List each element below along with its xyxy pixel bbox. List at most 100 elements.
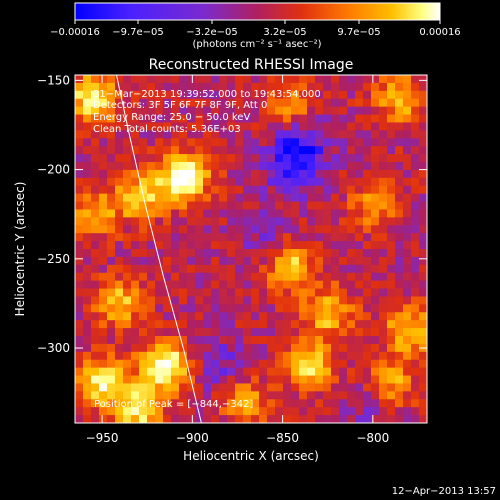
heatmap-cell [99,288,108,298]
heatmap-cell [403,375,412,385]
heatmap-cell [299,288,308,298]
heatmap-cell [355,201,364,211]
heatmap-cell [275,122,284,131]
heatmap-cell [131,114,140,124]
heatmap-cell [171,288,180,298]
heatmap-cell [187,312,196,321]
heatmap-cell [115,367,124,377]
heatmap-cell [147,169,156,179]
heatmap-cell [331,98,340,108]
heatmap-cell [339,280,348,290]
heatmap-cell [91,138,100,147]
heatmap-cell [379,320,388,329]
heatmap-cell [299,312,308,321]
heatmap-cell [211,106,220,116]
heatmap-cell [315,201,324,211]
heatmap-cell [363,106,372,116]
heatmap-cell [163,304,172,313]
heatmap-cell [139,146,148,155]
heatmap-cell [299,130,308,139]
heatmap-cell [275,154,284,163]
heatmap-cell [219,169,228,179]
heatmap-cell [107,328,116,337]
heatmap-cell [139,162,148,171]
heatmap-cell [379,280,388,290]
heatmap-cell [227,209,236,218]
heatmap-cell [267,241,276,250]
heatmap-cell [339,217,348,226]
heatmap-cell [251,391,260,400]
heatmap-cell [203,106,212,116]
heatmap-cell [283,359,292,369]
heatmap-cell [299,75,308,84]
heatmap-cell [355,336,364,345]
heatmap-cell [291,90,300,100]
heatmap-cell [347,407,356,416]
heatmap-cell [163,106,172,116]
heatmap-cell [91,391,100,400]
heatmap-cell [243,233,252,242]
heatmap-cell [91,98,100,108]
heatmap-cell [171,296,180,305]
heatmap-cell [227,343,236,353]
heatmap-cell [267,209,276,218]
heatmap-cell [363,193,372,203]
heatmap-cell [147,415,156,423]
heatmap-cell [211,383,220,392]
heatmap-cell [155,75,164,84]
heatmap-cell [235,296,244,305]
heatmap-cell [267,122,276,131]
heatmap-cell [259,154,268,163]
heatmap-cell [139,256,148,266]
heatmap-cell [163,264,172,274]
heatmap-cell [363,351,372,361]
heatmap-cell [259,304,268,313]
heatmap-cell [227,75,236,84]
heatmap-cell [331,256,340,266]
heatmap-cell [139,225,148,234]
heatmap-cell [275,312,284,321]
heatmap-cell [315,304,324,313]
heatmap-cell [419,185,427,195]
heatmap-cell [243,217,252,226]
heatmap-cell [291,272,300,282]
heatmap-cell [155,106,164,116]
heatmap-cell [179,296,188,305]
heatmap-cell [259,280,268,290]
heatmap-cell [123,98,132,108]
heatmap-cell [347,296,356,305]
heatmap-cell [107,75,116,84]
heatmap-cell [123,82,132,92]
heatmap-cell [275,201,284,211]
heatmap-cell [195,193,204,203]
colorbar-tick-label: 9.7e−05 [337,27,380,38]
heatmap-cell [315,106,324,116]
heatmap-cell [259,193,268,203]
heatmap-cell [347,351,356,361]
heatmap-cell [195,130,204,139]
heatmap-cell [83,367,92,377]
heatmap-cell [267,177,276,187]
heatmap-cell [163,328,172,337]
heatmap-cell [371,296,380,305]
colorbar-ticks: −0.00016 −9.7e−05 −3.2e−05 3.2e−05 9.7e−05 0.… [50,20,461,38]
heatmap-cell [267,391,276,400]
heatmap-cell [419,241,427,250]
heatmap-cell [155,225,164,234]
heatmap-cell [267,106,276,116]
heatmap-cell [147,154,156,163]
heatmap-cell [411,201,420,211]
heatmap-cell [363,98,372,108]
heatmap-cell [91,320,100,329]
heatmap-cell [339,320,348,329]
heatmap-cell [243,367,252,377]
heatmap-cell [227,130,236,139]
heatmap-cell [91,122,100,131]
heatmap-cell [339,193,348,203]
heatmap-cell [323,320,332,329]
heatmap-cell [195,407,204,416]
heatmap-cell [243,399,252,408]
heatmap-cell [211,162,220,171]
heatmap-cell [331,217,340,226]
